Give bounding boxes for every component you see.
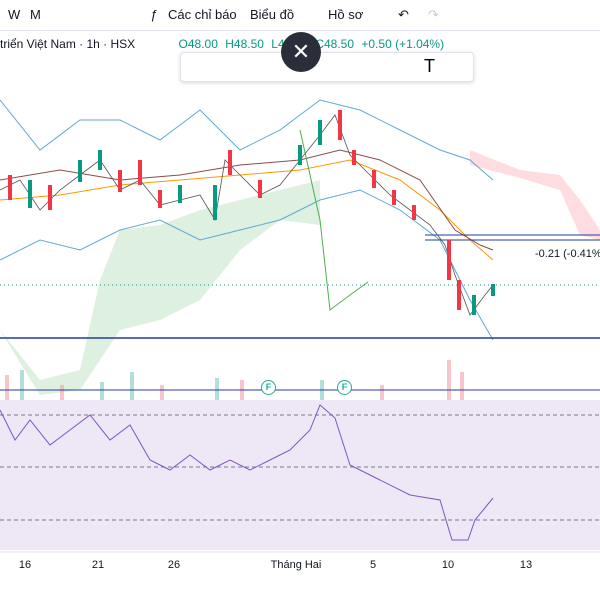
cloud-green: [0, 180, 320, 395]
open: O48.00: [178, 37, 218, 51]
candles: [8, 110, 495, 315]
chart-button[interactable]: Biểu đồ: [250, 7, 295, 22]
x-label: 10: [441, 559, 455, 571]
rsi-background: [0, 400, 600, 550]
indicators-button[interactable]: Các chỉ báo: [168, 7, 237, 22]
lagging: [299, 129, 369, 311]
x-label: 13: [519, 559, 533, 571]
baseline: [0, 149, 494, 251]
drawing-toolbar: T: [180, 52, 474, 82]
price-label: -0.21 (-0.41%): [535, 248, 600, 260]
redo-button[interactable]: ↷: [428, 7, 439, 22]
x-label: 26: [167, 559, 181, 571]
change: +0.50 (+1.04%): [361, 37, 445, 51]
profile-button[interactable]: Hồ sơ: [328, 7, 364, 22]
interval-button[interactable]: M: [30, 7, 41, 22]
fx-icon: ƒ: [150, 7, 158, 22]
undo-button[interactable]: ↶: [398, 7, 409, 22]
rsi-line: [0, 404, 494, 541]
high: H48.50: [225, 37, 264, 51]
interval-button[interactable]: W: [8, 7, 21, 22]
event-badge[interactable]: F: [337, 380, 352, 395]
cloud-red: [470, 150, 600, 240]
event-badge[interactable]: F: [261, 380, 276, 395]
x-label: Tháng Hai: [270, 559, 322, 571]
x-label: 21: [91, 559, 105, 571]
legend-header: triển Việt Nam · 1h · HSX O48.00 H48.50 …: [0, 37, 448, 51]
text-tool[interactable]: T: [424, 56, 435, 76]
x-label: 5: [369, 559, 377, 571]
close-button[interactable]: ✕: [281, 32, 321, 72]
band-upper: [0, 99, 494, 181]
close: C48.50: [315, 37, 355, 51]
ma: [0, 159, 494, 261]
symbol: triển Việt Nam · 1h · HSX: [0, 37, 136, 51]
top-toolbar: W M ƒ Các chỉ báo Biểu đồ Hồ sơ ↶ ↷: [0, 0, 600, 31]
x-label: 16: [18, 559, 32, 571]
